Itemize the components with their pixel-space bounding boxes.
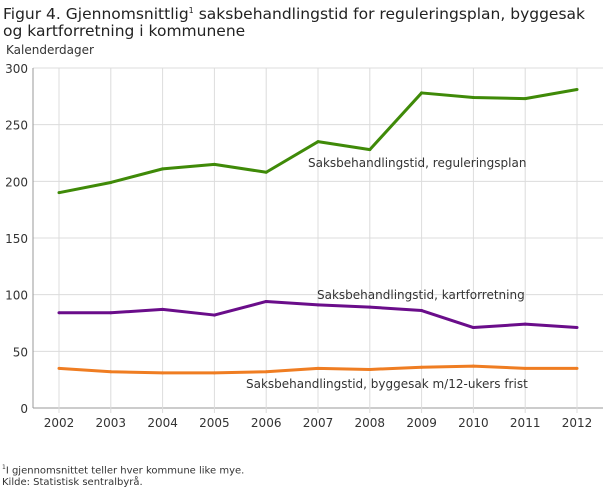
data-point — [368, 148, 372, 152]
footnote-mark: 1 — [2, 464, 6, 471]
series-label: Saksbehandlingstid, kartforretning — [317, 288, 525, 302]
data-point — [109, 370, 113, 374]
source: Kilde: Statistisk sentralbyrå. — [2, 477, 143, 488]
y-tick-label: 250 — [5, 119, 28, 133]
data-point — [316, 303, 320, 307]
x-tick-label: 2005 — [199, 416, 230, 430]
data-point — [523, 322, 527, 326]
y-tick-label: 200 — [5, 175, 28, 189]
data-point — [161, 371, 165, 375]
x-tick-label: 2008 — [355, 416, 386, 430]
data-point — [420, 365, 424, 369]
data-point — [368, 367, 372, 371]
data-point — [575, 366, 579, 370]
data-point — [420, 91, 424, 95]
data-point — [471, 326, 475, 330]
data-point — [471, 364, 475, 368]
series-label: Saksbehandlingstid, reguleringsplan — [308, 156, 526, 170]
x-tick-label: 2012 — [562, 416, 593, 430]
series-3: Saksbehandlingstid, byggesak m/12-ukers … — [57, 364, 579, 391]
data-point — [109, 180, 113, 184]
data-point — [57, 191, 61, 195]
series-2: Saksbehandlingstid, kartforretning — [57, 288, 579, 330]
series-label: Saksbehandlingstid, byggesak m/12-ukers … — [246, 377, 528, 391]
footnotes: 1I gjennomsnittet teller hver kommune li… — [2, 462, 244, 488]
data-point — [57, 366, 61, 370]
data-point — [316, 366, 320, 370]
x-tick-label: 2003 — [96, 416, 127, 430]
data-point — [471, 95, 475, 99]
data-point — [523, 97, 527, 101]
series-1: Saksbehandlingstid, reguleringsplan — [57, 88, 579, 195]
x-tick-label: 2010 — [458, 416, 489, 430]
data-point — [575, 326, 579, 330]
data-point — [420, 309, 424, 313]
data-point — [161, 307, 165, 311]
data-point — [523, 366, 527, 370]
x-tick-label: 2006 — [251, 416, 282, 430]
y-tick-label: 150 — [5, 232, 28, 246]
data-point — [109, 311, 113, 315]
x-tick-label: 2007 — [303, 416, 334, 430]
title-footnote-mark: 1 — [188, 6, 194, 15]
data-point — [575, 88, 579, 92]
data-point — [161, 167, 165, 171]
data-point — [264, 370, 268, 374]
data-point — [212, 162, 216, 166]
y-tick-label: 50 — [13, 345, 28, 359]
footnote-text: I gjennomsnittet teller hver kommune lik… — [5, 465, 245, 477]
data-point — [57, 311, 61, 315]
x-tick-label: 2009 — [406, 416, 437, 430]
chart-title: Figur 4. Gjennomsnittlig1 saksbehandling… — [3, 2, 603, 40]
data-point — [264, 299, 268, 303]
data-point — [212, 313, 216, 317]
footnote: 1I gjennomsnittet teller hver kommune li… — [2, 462, 244, 477]
data-point — [212, 371, 216, 375]
x-tick-label: 2004 — [147, 416, 178, 430]
title-text-rest: saksbehandlingstid for reguleringsplan, … — [3, 5, 586, 41]
y-tick-label: 0 — [20, 402, 28, 416]
y-axis-label: Kalenderdager — [6, 43, 94, 57]
data-point — [264, 170, 268, 174]
y-tick-label: 100 — [5, 289, 28, 303]
title-text: Figur 4. Gjennomsnittlig — [3, 5, 189, 24]
data-point — [316, 140, 320, 144]
x-tick-label: 2011 — [510, 416, 541, 430]
x-tick-label: 2002 — [44, 416, 75, 430]
y-tick-label: 300 — [5, 62, 28, 76]
data-point — [368, 305, 372, 309]
